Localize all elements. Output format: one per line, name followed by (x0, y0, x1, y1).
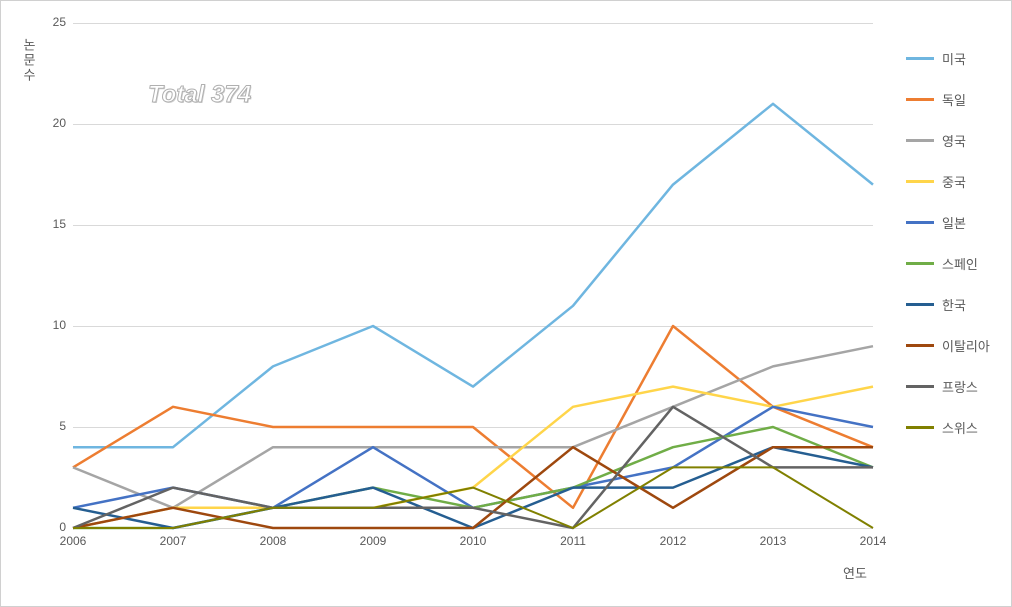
x-tick-label: 2014 (848, 534, 898, 548)
legend-swatch (906, 262, 934, 265)
legend-swatch (906, 180, 934, 183)
legend-swatch (906, 426, 934, 429)
legend-label: 영국 (942, 131, 966, 150)
legend-label: 미국 (942, 49, 966, 68)
legend-label: 일본 (942, 213, 966, 232)
legend-swatch (906, 385, 934, 388)
legend-item: 한국 (906, 295, 990, 314)
legend-swatch (906, 221, 934, 224)
y-tick-label: 5 (38, 419, 66, 433)
plot-area (73, 23, 873, 528)
legend-swatch (906, 303, 934, 306)
chart-lines (73, 23, 873, 528)
y-tick-label: 10 (38, 318, 66, 332)
legend-item: 미국 (906, 49, 990, 68)
x-axis-label: 연도 (843, 563, 867, 582)
legend: 미국독일영국중국일본스페인한국이탈리아프랑스스위스 (906, 49, 990, 437)
legend-item: 독일 (906, 90, 990, 109)
legend-label: 중국 (942, 172, 966, 191)
legend-swatch (906, 139, 934, 142)
legend-item: 일본 (906, 213, 990, 232)
legend-label: 한국 (942, 295, 966, 314)
series-line (73, 467, 873, 528)
x-tick-label: 2013 (748, 534, 798, 548)
y-tick-label: 25 (38, 15, 66, 29)
legend-item: 스페인 (906, 254, 990, 273)
legend-label: 독일 (942, 90, 966, 109)
y-axis-label: 논문수 (19, 38, 38, 83)
legend-label: 이탈리아 (942, 336, 990, 355)
x-tick-label: 2012 (648, 534, 698, 548)
legend-item: 중국 (906, 172, 990, 191)
legend-label: 프랑스 (942, 377, 978, 396)
legend-label: 스페인 (942, 254, 978, 273)
y-tick-label: 20 (38, 116, 66, 130)
y-tick-label: 15 (38, 217, 66, 231)
legend-swatch (906, 57, 934, 60)
line-chart: 논문수 Total 374 0510152025 200620072008200… (0, 0, 1012, 607)
x-tick-label: 2010 (448, 534, 498, 548)
legend-swatch (906, 344, 934, 347)
legend-item: 영국 (906, 131, 990, 150)
legend-item: 스위스 (906, 418, 990, 437)
x-tick-label: 2008 (248, 534, 298, 548)
x-tick-label: 2007 (148, 534, 198, 548)
legend-item: 이탈리아 (906, 336, 990, 355)
legend-swatch (906, 98, 934, 101)
legend-label: 스위스 (942, 418, 978, 437)
legend-item: 프랑스 (906, 377, 990, 396)
x-tick-label: 2006 (48, 534, 98, 548)
y-tick-label: 0 (38, 520, 66, 534)
x-tick-label: 2009 (348, 534, 398, 548)
x-tick-label: 2011 (548, 534, 598, 548)
series-line (73, 104, 873, 447)
series-line (73, 326, 873, 508)
